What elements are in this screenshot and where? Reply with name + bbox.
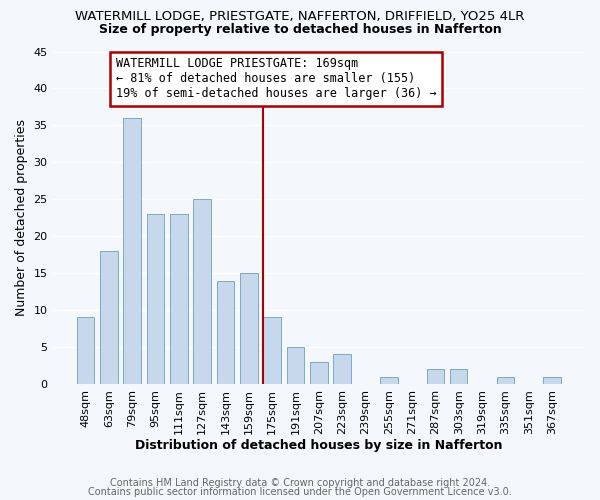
Text: Contains HM Land Registry data © Crown copyright and database right 2024.: Contains HM Land Registry data © Crown c…: [110, 478, 490, 488]
Bar: [427, 369, 444, 384]
Bar: [450, 369, 467, 384]
Bar: [170, 214, 188, 384]
Bar: [334, 354, 351, 384]
Y-axis label: Number of detached properties: Number of detached properties: [15, 119, 28, 316]
Bar: [217, 280, 234, 384]
Text: Size of property relative to detached houses in Nafferton: Size of property relative to detached ho…: [98, 22, 502, 36]
Text: WATERMILL LODGE PRIESTGATE: 169sqm
← 81% of detached houses are smaller (155)
19: WATERMILL LODGE PRIESTGATE: 169sqm ← 81%…: [116, 58, 436, 100]
Bar: [497, 376, 514, 384]
Bar: [287, 347, 304, 384]
X-axis label: Distribution of detached houses by size in Nafferton: Distribution of detached houses by size …: [135, 440, 503, 452]
Bar: [263, 318, 281, 384]
Bar: [147, 214, 164, 384]
Text: Contains public sector information licensed under the Open Government Licence v3: Contains public sector information licen…: [88, 487, 512, 497]
Bar: [100, 251, 118, 384]
Text: WATERMILL LODGE, PRIESTGATE, NAFFERTON, DRIFFIELD, YO25 4LR: WATERMILL LODGE, PRIESTGATE, NAFFERTON, …: [76, 10, 524, 23]
Bar: [310, 362, 328, 384]
Bar: [544, 376, 561, 384]
Bar: [77, 318, 94, 384]
Bar: [380, 376, 398, 384]
Bar: [240, 273, 257, 384]
Bar: [124, 118, 141, 384]
Bar: [193, 200, 211, 384]
